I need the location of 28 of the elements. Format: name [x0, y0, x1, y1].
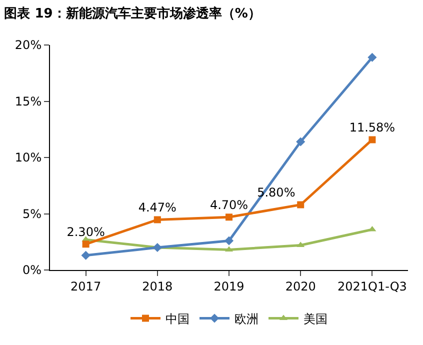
point: [368, 52, 377, 62]
point: [296, 137, 306, 146]
data-label: 4.70%: [210, 198, 248, 212]
point: [154, 216, 161, 224]
legend-label: 欧洲: [234, 312, 258, 326]
point: [297, 201, 304, 208]
x-tick-label: 2021Q1-Q3: [337, 279, 407, 294]
legend-label: 美国: [304, 312, 328, 326]
point: [226, 214, 232, 221]
point: [81, 250, 90, 260]
y-tick-label: 15%: [14, 94, 42, 108]
point: [224, 236, 234, 246]
x-tick-label: 2018: [142, 279, 173, 294]
x-tick-label: 2020: [285, 279, 316, 294]
point: [368, 136, 376, 144]
chart-title: 图表 19：新能源汽车主要市场渗透率（%）: [4, 6, 261, 22]
y-tick-label: 5%: [22, 206, 42, 221]
y-tick-label: 0%: [22, 263, 42, 278]
point: [82, 240, 90, 248]
y-tick-label: 10%: [14, 150, 42, 165]
y-tick-label: 20%: [14, 38, 42, 52]
x-tick-label: 2017: [70, 279, 102, 294]
x-tick-label: 2019: [214, 279, 244, 294]
data-label: 4.47%: [138, 200, 176, 214]
data-label: 2.30%: [66, 224, 105, 239]
data-label: 11.58%: [349, 120, 396, 134]
legend-label: 中国: [166, 312, 190, 326]
point: [152, 242, 162, 252]
